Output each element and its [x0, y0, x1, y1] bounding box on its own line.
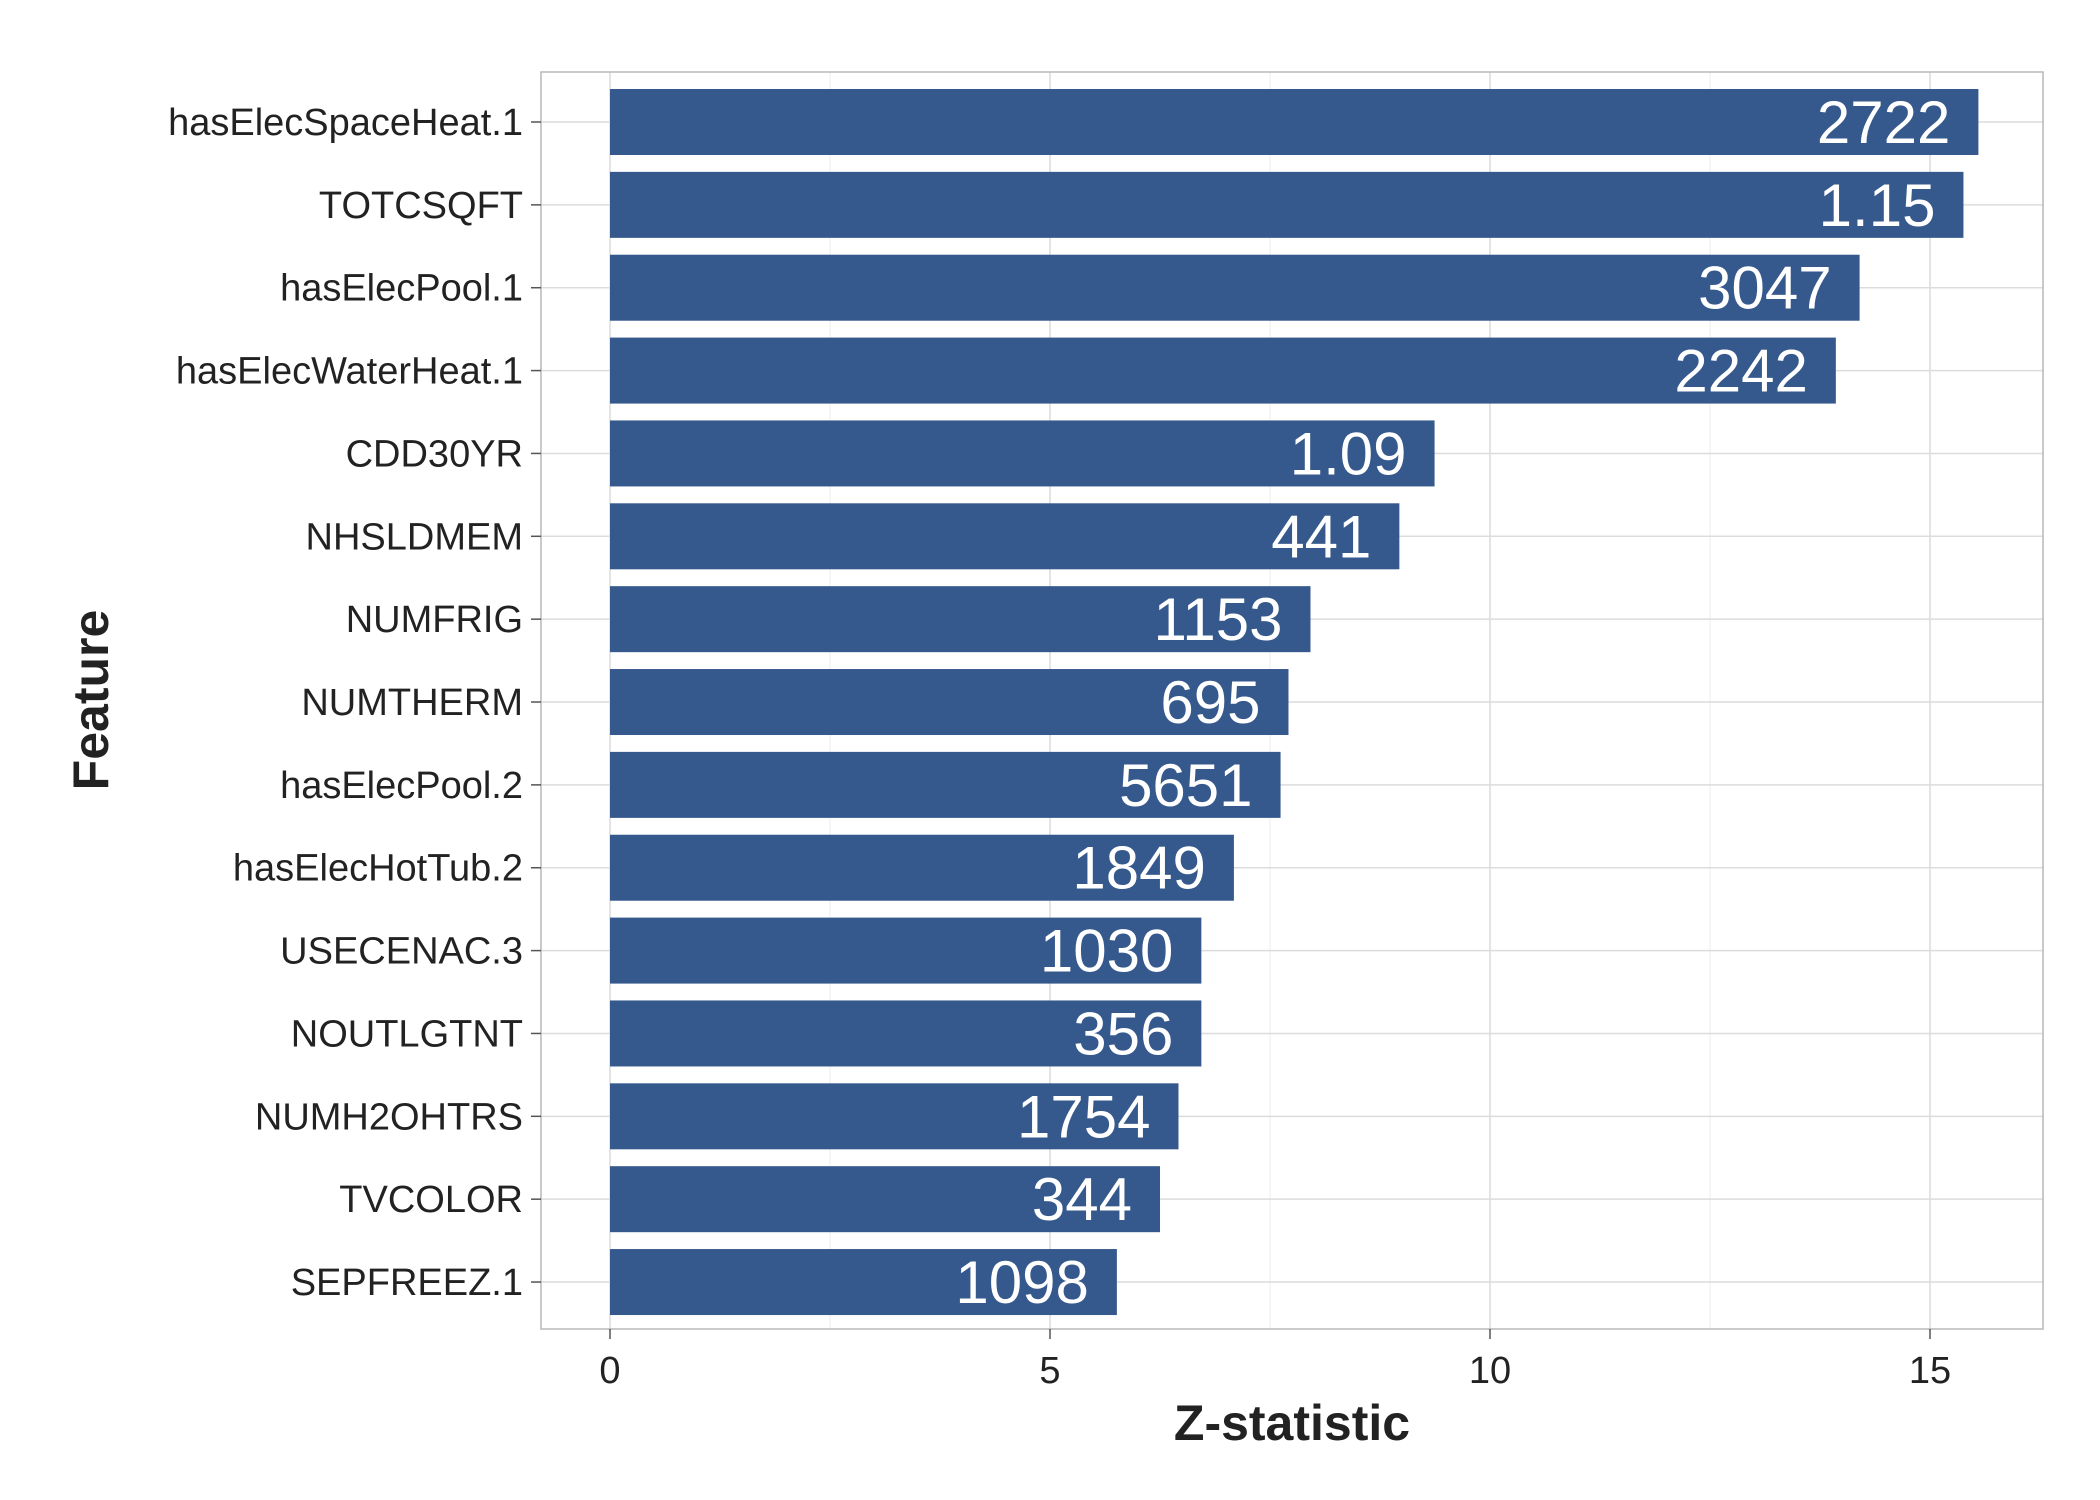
bar	[610, 420, 1435, 487]
x-tick-label: 10	[1469, 1350, 1511, 1392]
bar-value-label: 1754	[1017, 1083, 1150, 1150]
x-axis-title: Z-statistic	[1174, 1395, 1410, 1451]
y-tick-label: hasElecPool.2	[280, 765, 523, 807]
y-tick-label: hasElecHotTub.2	[233, 848, 523, 890]
y-tick-label: NUMFRIG	[346, 599, 523, 641]
bar	[610, 1249, 1117, 1316]
panel-border	[540, 71, 2044, 1330]
y-tick-label: hasElecSpaceHeat.1	[168, 102, 523, 144]
bar-value-label: 356	[1073, 1000, 1173, 1067]
bar-value-label: 2722	[1817, 89, 1950, 156]
bar	[610, 669, 1289, 736]
bar-value-label: 1.15	[1819, 172, 1936, 239]
bar	[610, 503, 1400, 570]
bar-value-label: 5651	[1119, 752, 1252, 819]
bar-value-label: 1.09	[1290, 420, 1407, 487]
x-tick-label: 0	[599, 1350, 620, 1392]
bar	[610, 1083, 1179, 1150]
bar	[610, 89, 1979, 155]
y-tick-label: TOTCSQFT	[319, 185, 523, 227]
y-tick-label: USECENAC.3	[280, 931, 523, 973]
bar	[610, 1000, 1202, 1067]
bar	[610, 1166, 1160, 1233]
bar	[610, 751, 1281, 818]
bar	[610, 171, 1964, 238]
bar	[610, 337, 1836, 404]
y-tick-label: SEPFREEZ.1	[291, 1262, 523, 1304]
bar-value-label: 1153	[1153, 586, 1282, 653]
bar-value-label: 3047	[1698, 255, 1831, 322]
y-tick-label: NHSLDMEM	[306, 516, 523, 558]
x-tick-label: 15	[1909, 1350, 1951, 1392]
bar-value-label: 344	[1032, 1166, 1132, 1233]
bar-value-label: 1030	[1040, 918, 1173, 985]
y-axis-title: Feature	[63, 610, 119, 791]
x-axis: 0 5 10 15	[599, 1329, 1951, 1392]
bar	[610, 917, 1202, 984]
y-tick-label: NUMH2OHTRS	[255, 1096, 523, 1138]
bar-value-labels: 2722 1.15 3047 2242 1.09 441 1153 695 5651 1849 10…	[955, 89, 1950, 1316]
bar-value-label: 2242	[1674, 338, 1807, 405]
bars	[610, 89, 1979, 1316]
y-tick-label: NOUTLGTNT	[291, 1013, 523, 1055]
y-axis: hasElecSpaceHeat.1 TOTCSQFT hasElecPool.1 h…	[168, 102, 541, 1304]
bar	[610, 254, 1860, 321]
bar-value-label: 441	[1271, 503, 1371, 570]
y-tick-label: TVCOLOR	[339, 1179, 523, 1221]
bar-value-label: 1098	[955, 1249, 1088, 1316]
y-tick-label: CDD30YR	[346, 433, 523, 475]
y-tick-label: hasElecWaterHeat.1	[176, 351, 523, 393]
bar-value-label: 1849	[1072, 835, 1205, 902]
x-tick-label: 5	[1039, 1350, 1060, 1392]
bar	[610, 586, 1311, 653]
y-tick-label: hasElecPool.1	[280, 268, 523, 310]
y-tick-label: NUMTHERM	[301, 682, 523, 724]
bar-value-label: 695	[1160, 669, 1260, 736]
bar	[610, 834, 1234, 901]
